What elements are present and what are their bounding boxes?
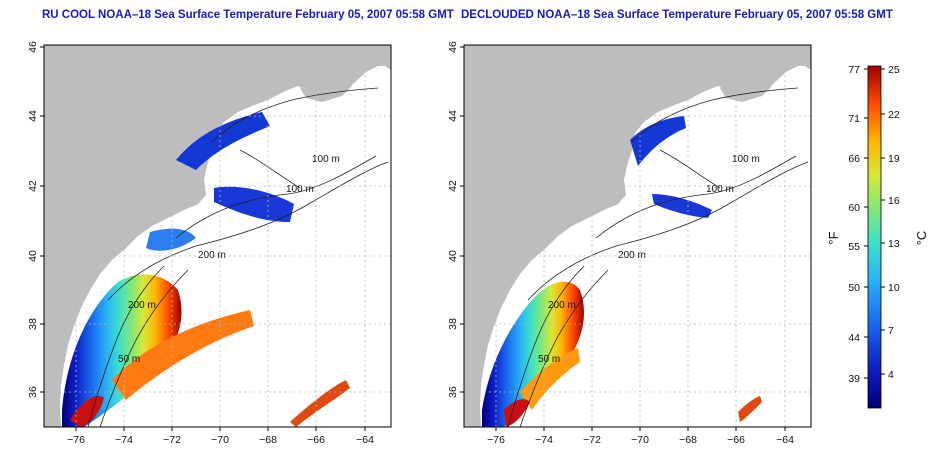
land-mass (464, 45, 811, 427)
nova-scotia-land (720, 80, 772, 102)
y-tick-label: 40 (27, 250, 39, 262)
x-tick-label: −72 (583, 434, 601, 446)
c-tick-label: 22 (888, 109, 900, 121)
y-tick-label: 36 (447, 386, 459, 398)
land-mass (44, 45, 391, 427)
contour-basin (239, 149, 301, 189)
sst-patch-gulf-stream (112, 310, 254, 400)
y-tick-label: 46 (447, 41, 459, 53)
f-tick-label: 39 (848, 373, 860, 385)
y-tick-label: 44 (447, 110, 459, 122)
x-tick-label: −70 (631, 434, 649, 446)
contour-100m-north (631, 87, 799, 143)
contour-label: 50 m (118, 354, 140, 365)
contour-50m (507, 265, 585, 428)
c-tick-label: 13 (888, 238, 900, 250)
map-frame (463, 44, 812, 428)
sst-patch-gulf-stream (520, 348, 580, 410)
x-tick-label: −70 (211, 434, 229, 446)
contour-2000m (519, 269, 609, 428)
contour-label: 100 m (706, 184, 734, 195)
contour-label: 50 m (538, 354, 560, 365)
contour-100m-north (211, 87, 379, 143)
x-tick-label: −68 (679, 434, 697, 446)
y-tick-label: 40 (447, 250, 459, 262)
contour-label: 100 m (732, 154, 760, 165)
c-tick-label: 25 (888, 64, 900, 76)
x-tick-label: −76 (67, 434, 85, 446)
contour-label: 200 m (198, 250, 226, 261)
c-tick-label: 10 (888, 282, 900, 294)
temperature-colorbar: 77 71 66 60 55 50 44 39 25 22 19 16 13 10 7 4 °F °C (826, 64, 929, 409)
x-tick-label: −74 (115, 434, 133, 446)
sst-patch-georges-bank (652, 194, 712, 218)
c-tick-label: 19 (888, 153, 900, 165)
y-tick-label: 46 (27, 41, 39, 53)
right-panel-title: DECLOUDED NOAA–18 Sea Surface Temperatur… (461, 9, 893, 21)
x-tick-label: −64 (356, 434, 374, 446)
y-tick-label: 38 (447, 318, 459, 330)
contour-label: 200 m (548, 300, 576, 311)
contour-100m-south (595, 155, 797, 239)
y-tick-label: 38 (27, 318, 39, 330)
sst-patch-mid-atlantic (482, 281, 584, 427)
f-tick-label: 50 (848, 282, 860, 294)
x-tick-label: −74 (535, 434, 553, 446)
x-tick-label: −64 (776, 434, 794, 446)
left-panel-title: RU COOL NOAA–18 Sea Surface Temperature … (42, 9, 454, 21)
newfoundland-land (352, 50, 391, 66)
left-sst-map: 100 m 100 m 200 m 200 m 50 m −76 −74 −72 −70 −68 −… (27, 41, 392, 446)
c-tick-label: 4 (888, 369, 894, 381)
sst-patch-mid-atlantic (62, 274, 182, 427)
sst-patch-warm-core (504, 399, 530, 427)
sst-patch-gulf-of-maine (176, 112, 270, 170)
y-tick-label: 36 (27, 386, 39, 398)
c-tick-label: 7 (888, 325, 894, 337)
f-tick-label: 71 (848, 113, 860, 125)
newfoundland-land (772, 50, 811, 66)
x-tick-label: −66 (307, 434, 325, 446)
contour-200m (527, 161, 809, 301)
c-tick-label: 16 (888, 195, 900, 207)
sst-patch-gulf-of-maine (630, 116, 686, 166)
x-tick-label: −68 (259, 434, 277, 446)
nova-scotia-land (300, 80, 352, 102)
sst-patch-offshore (738, 396, 762, 422)
sst-patch-warm-core (70, 396, 104, 427)
y-tick-label: 42 (447, 180, 459, 192)
right-sst-map: 100 m 100 m 200 m 200 m 50 m −76 −74 −72 −70 −68 −… (447, 41, 812, 446)
fahrenheit-label: °F (826, 231, 841, 244)
x-tick-label: −72 (163, 434, 181, 446)
x-tick-label: −66 (727, 434, 745, 446)
map-frame (43, 44, 392, 428)
x-tick-label: −76 (487, 434, 505, 446)
colorbar-gradient (867, 65, 882, 409)
contour-100m-south (175, 155, 377, 239)
f-tick-label: 66 (848, 153, 860, 165)
f-tick-label: 44 (848, 332, 860, 344)
contour-label: 200 m (128, 300, 156, 311)
f-tick-label: 55 (848, 241, 860, 253)
contour-200m (107, 161, 389, 301)
contour-label: 200 m (618, 250, 646, 261)
y-tick-label: 44 (27, 110, 39, 122)
contour-label: 100 m (286, 184, 314, 195)
sst-patch-long-island (146, 228, 196, 251)
f-tick-label: 77 (848, 64, 860, 76)
celsius-label: °C (914, 231, 929, 246)
contour-2000m (99, 269, 189, 428)
contour-basin (659, 149, 721, 189)
f-tick-label: 60 (848, 202, 860, 214)
contour-50m (87, 265, 165, 428)
contour-label: 100 m (312, 154, 340, 165)
y-tick-label: 42 (27, 180, 39, 192)
